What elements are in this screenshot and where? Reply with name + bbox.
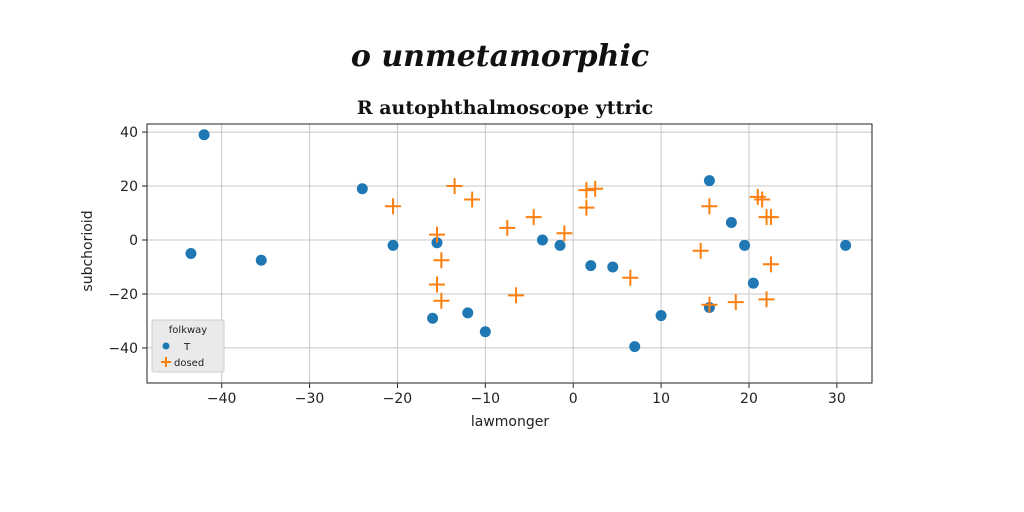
point-t — [479, 326, 491, 338]
y-axis-label: subchorioid — [80, 210, 96, 291]
legend-title: folkway — [169, 325, 208, 336]
x-tick-label: 10 — [652, 391, 670, 407]
point-t — [462, 307, 474, 319]
point-dosed — [578, 182, 595, 199]
point-t — [431, 237, 443, 249]
point-t — [703, 175, 715, 187]
page-heading: o unmetamorphic — [351, 39, 649, 74]
legend-marker-t — [162, 342, 170, 350]
plot-frame — [146, 123, 873, 384]
point-dosed — [433, 252, 450, 269]
x-axis-label: lawmonger — [471, 414, 549, 430]
grid-lines — [147, 124, 872, 383]
legend-label-dosed: dosed — [174, 358, 204, 369]
y-tick-label: 20 — [120, 179, 138, 195]
x-tick-label: −10 — [471, 391, 501, 407]
legend: folkway T dosed — [151, 319, 225, 373]
point-dosed — [433, 292, 450, 309]
y-tick-label: −20 — [108, 287, 138, 303]
point-dosed — [556, 225, 573, 242]
x-tick-label: −40 — [207, 391, 237, 407]
point-dosed — [701, 198, 718, 215]
point-dosed — [762, 256, 779, 273]
point-dosed — [762, 209, 779, 226]
point-dosed — [499, 219, 516, 236]
legend-marker-dosed — [161, 357, 171, 367]
point-dosed — [508, 287, 525, 304]
point-dosed — [385, 198, 402, 215]
point-dosed — [701, 296, 718, 313]
legend-box — [151, 319, 225, 373]
point-t — [629, 341, 641, 353]
point-t — [185, 248, 197, 259]
point-dosed — [587, 180, 604, 197]
data-points — [185, 129, 852, 353]
point-dosed — [754, 191, 771, 208]
point-t — [387, 239, 399, 251]
point-t — [198, 129, 210, 141]
point-dosed — [749, 188, 766, 205]
x-tick-label: 20 — [740, 391, 758, 407]
chart-title: R autophthalmoscope yttric — [357, 97, 653, 119]
x-tick-label: −30 — [295, 391, 325, 407]
point-dosed — [429, 226, 445, 243]
legend-label-t: T — [183, 342, 191, 353]
point-t — [655, 310, 667, 322]
x-tick-label: 0 — [569, 391, 578, 407]
point-dosed — [578, 199, 595, 216]
x-tick-label: −20 — [383, 391, 413, 407]
point-t — [840, 239, 852, 251]
x-tick-label: 30 — [828, 391, 846, 407]
point-dosed — [622, 269, 639, 286]
point-dosed — [525, 209, 542, 226]
point-t — [356, 183, 368, 195]
point-dosed — [429, 276, 445, 293]
point-t — [554, 239, 566, 251]
axis-ticks: −40 −30 −20 −10 0 10 20 30 −40 −20 0 20 40 — [108, 125, 845, 407]
point-t — [607, 261, 619, 273]
point-t — [536, 234, 548, 246]
point-t — [427, 312, 439, 324]
point-dosed — [758, 291, 775, 308]
point-t — [255, 254, 267, 266]
point-dosed — [446, 178, 463, 195]
y-tick-label: −40 — [108, 341, 138, 357]
point-t — [585, 260, 597, 272]
point-t — [747, 277, 759, 289]
y-tick-label: 0 — [129, 233, 138, 249]
point-t — [739, 239, 751, 251]
point-dosed — [727, 294, 744, 311]
y-tick-label: 40 — [120, 125, 138, 141]
point-dosed — [692, 242, 709, 259]
point-t — [725, 216, 737, 228]
point-dosed — [464, 191, 481, 208]
